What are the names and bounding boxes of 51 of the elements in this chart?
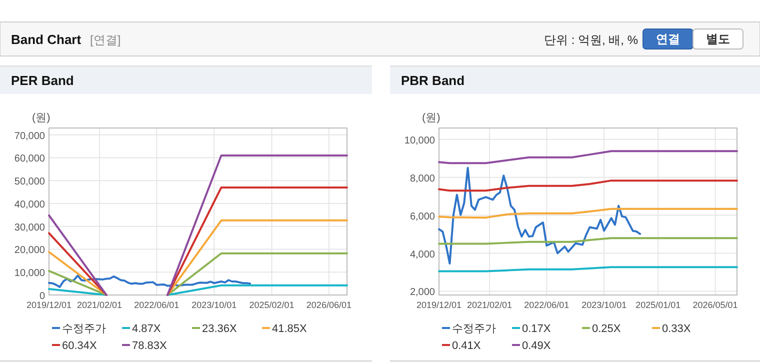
line-series xyxy=(438,166,642,264)
y-tick-label: 6,000 xyxy=(410,211,436,222)
y-tick-label: 0 xyxy=(39,291,46,302)
x-tick-label: 2019/12/01 xyxy=(26,300,72,310)
line-series xyxy=(438,180,738,192)
text: Band Chart xyxy=(11,32,82,47)
text: 연결 xyxy=(656,32,680,46)
x-tick-label: 2022/06/01 xyxy=(524,300,570,310)
x-tick-label: 2023/10/01 xyxy=(192,300,237,310)
chart-title: PBR Band xyxy=(401,73,465,88)
legend-label: 41.85X xyxy=(272,323,308,335)
x-tick-label: 2026/05/01 xyxy=(692,300,738,310)
y-tick-label: 8,000 xyxy=(410,173,436,184)
legend-label: 23.36X xyxy=(202,323,238,335)
line-series xyxy=(438,150,738,164)
x-tick-label: 2025/01/01 xyxy=(636,300,681,310)
y-tick-label: 70,000 xyxy=(14,130,46,142)
x-tick-label: 2021/02/01 xyxy=(76,300,122,310)
legend-label: 0.25X xyxy=(592,323,622,335)
legend-label: 78.83X xyxy=(132,340,168,352)
legend-label: 60.34X xyxy=(62,340,98,352)
line-series xyxy=(438,208,738,219)
chart-title: PER Band xyxy=(11,73,74,88)
y-tick-label: 10,000 xyxy=(14,268,46,280)
y-tick-label: 30,000 xyxy=(14,222,46,234)
x-tick-label: 2022/06/01 xyxy=(134,300,180,310)
legend-label: 수정주가 xyxy=(62,323,106,335)
y-tick-label: 50,000 xyxy=(14,176,46,188)
legend-label: 4.87X xyxy=(132,323,162,335)
legend-label: 수정주가 xyxy=(452,323,496,335)
y-tick-label: 40,000 xyxy=(14,199,46,210)
legend-label: 0.33X xyxy=(662,323,692,335)
y-axis-title: (원) xyxy=(422,112,440,124)
x-tick-label: 2026/06/01 xyxy=(306,300,352,310)
x-tick-label: 2019/12/01 xyxy=(416,300,462,310)
text: [연결] xyxy=(90,33,121,47)
y-tick-label: 2,000 xyxy=(410,287,436,298)
x-tick-label: 2021/02/01 xyxy=(466,300,512,310)
x-tick-label: 2025/02/01 xyxy=(249,300,294,310)
y-tick-label: 4,000 xyxy=(410,249,436,260)
legend-label: 0.17X xyxy=(522,323,552,335)
y-tick-label: 60,000 xyxy=(14,154,46,165)
legend-label: 0.41X xyxy=(452,340,482,352)
text: 단위 : 억원, 배, % xyxy=(544,33,638,47)
y-axis-title: (원) xyxy=(32,112,50,124)
line-series xyxy=(48,274,252,288)
legend-label: 0.49X xyxy=(522,340,552,352)
y-tick-label: 20,000 xyxy=(14,245,46,256)
y-tick-label: 10,000 xyxy=(404,135,436,146)
x-tick-label: 2023/10/01 xyxy=(582,300,627,310)
text: 별도 xyxy=(706,32,730,46)
